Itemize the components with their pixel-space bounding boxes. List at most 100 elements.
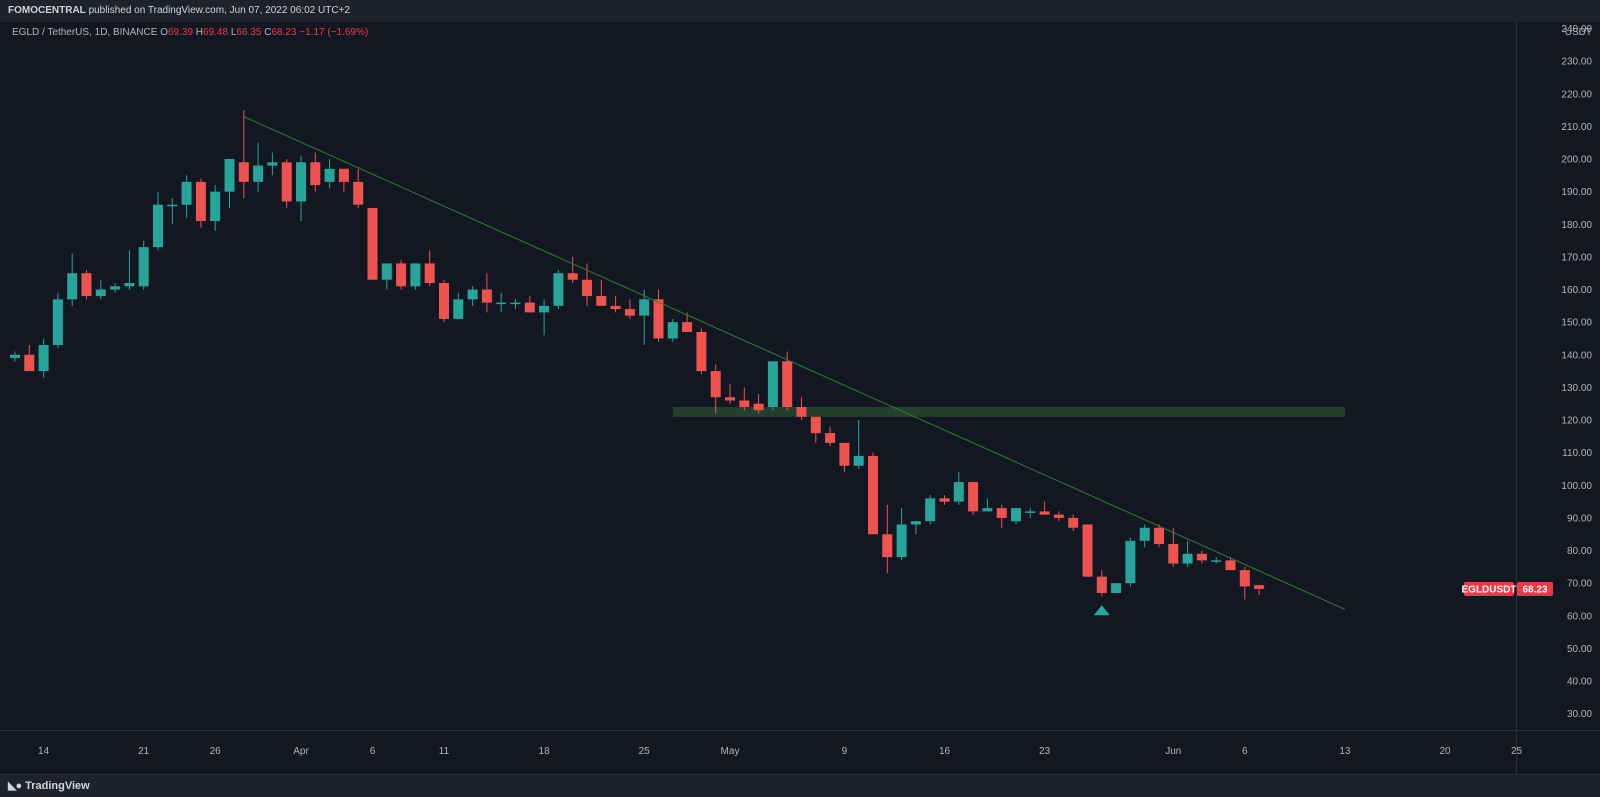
candle-body[interactable] <box>10 354 20 359</box>
candle-body[interactable] <box>624 309 635 316</box>
candle-body[interactable] <box>1239 570 1250 587</box>
price-tick-label: 130.00 <box>1561 383 1592 394</box>
candle-body[interactable] <box>210 191 221 222</box>
candle-body[interactable] <box>67 273 78 300</box>
candle-body[interactable] <box>296 162 306 202</box>
candle-body[interactable] <box>124 283 135 287</box>
candle-body[interactable] <box>524 302 535 313</box>
candle-body[interactable] <box>1139 527 1150 541</box>
candle-body[interactable] <box>1254 585 1265 589</box>
candle-body[interactable] <box>467 289 478 300</box>
candle-body[interactable] <box>253 165 264 182</box>
candle-body[interactable] <box>353 181 364 205</box>
candle-body[interactable] <box>868 455 878 535</box>
candle-body[interactable] <box>1154 527 1164 545</box>
candle-body[interactable] <box>510 302 521 305</box>
candle-body[interactable] <box>582 279 592 297</box>
candle-body[interactable] <box>710 371 721 398</box>
candle-body[interactable] <box>753 403 764 411</box>
candle-body[interactable] <box>138 247 149 287</box>
candle-body[interactable] <box>167 204 178 207</box>
candle-body[interactable] <box>1225 560 1236 571</box>
candle-body[interactable] <box>839 442 850 466</box>
candle-body[interactable] <box>367 207 378 280</box>
candle-body[interactable] <box>825 433 836 443</box>
candle-body[interactable] <box>52 299 63 346</box>
candle-body[interactable] <box>381 263 392 280</box>
candle-body[interactable] <box>882 534 893 558</box>
candle-body[interactable] <box>24 354 35 372</box>
candle-body[interactable] <box>95 289 106 297</box>
candle-body[interactable] <box>1125 540 1136 584</box>
price-tick-label: 160.00 <box>1561 285 1592 296</box>
candle-body[interactable] <box>38 345 49 372</box>
support-zone[interactable] <box>672 406 1345 417</box>
candle-body[interactable] <box>1025 511 1036 513</box>
candle-body[interactable] <box>910 521 921 525</box>
candle-body[interactable] <box>953 482 964 502</box>
candle-body[interactable] <box>1068 517 1079 528</box>
candle-body[interactable] <box>1096 576 1107 593</box>
price-tick-label: 180.00 <box>1561 220 1592 231</box>
candle-body[interactable] <box>853 455 864 466</box>
candle-body[interactable] <box>453 299 464 319</box>
candle-body[interactable] <box>153 204 163 248</box>
plot-area[interactable] <box>0 22 1516 730</box>
candle-body[interactable] <box>1168 544 1179 564</box>
candle-body[interactable] <box>968 482 979 512</box>
candle-body[interactable] <box>481 289 492 303</box>
candle-body[interactable] <box>81 273 92 297</box>
candle-body[interactable] <box>767 361 778 407</box>
candle-body[interactable] <box>996 508 1007 518</box>
candle-body[interactable] <box>338 168 349 182</box>
candle-body[interactable] <box>324 168 335 182</box>
candle-body[interactable] <box>110 286 121 290</box>
candle-body[interactable] <box>610 305 621 310</box>
candle-body[interactable] <box>410 263 421 287</box>
candle-body[interactable] <box>238 162 249 182</box>
candle-body[interactable] <box>796 406 807 417</box>
candle-body[interactable] <box>725 397 735 401</box>
candle-body[interactable] <box>810 416 821 434</box>
candle-body[interactable] <box>667 322 678 339</box>
candle-body[interactable] <box>267 162 278 166</box>
candle-body[interactable] <box>424 263 435 284</box>
candle-body[interactable] <box>639 299 650 316</box>
candle-body[interactable] <box>181 181 192 205</box>
ohlc-close: C68.23 <box>264 27 297 38</box>
candle-body[interactable] <box>739 400 750 407</box>
candle-body[interactable] <box>1111 583 1122 593</box>
candle-body[interactable] <box>696 331 707 372</box>
candle-body[interactable] <box>496 302 507 305</box>
candle-body[interactable] <box>1182 553 1193 564</box>
candle-body[interactable] <box>439 283 449 319</box>
candle-body[interactable] <box>396 263 407 287</box>
candle-body[interactable] <box>539 305 550 313</box>
time-axis-pane[interactable] <box>0 730 1600 774</box>
candle-body[interactable] <box>553 273 564 306</box>
candle-body[interactable] <box>896 524 907 558</box>
candle-body[interactable] <box>1011 508 1021 522</box>
tradingview-brand[interactable]: ◣● TradingView <box>8 779 90 792</box>
candle-body[interactable] <box>224 159 235 192</box>
candle-body[interactable] <box>1082 524 1093 577</box>
candle-body[interactable] <box>782 361 793 407</box>
tradingview-logo-icon: ◣● <box>8 780 22 792</box>
trendline[interactable] <box>243 116 1346 610</box>
candle-body[interactable] <box>682 322 693 332</box>
candle-body[interactable] <box>1053 514 1064 518</box>
candle-body[interactable] <box>567 273 578 280</box>
candle-body[interactable] <box>1039 511 1050 515</box>
candle-body[interactable] <box>310 162 321 186</box>
candle-body[interactable] <box>982 508 993 512</box>
candle-body[interactable] <box>596 296 607 306</box>
price-chart[interactable]: USDT 30.00 40.00 50.00 60.00 70.00 80.00 90.00 1… <box>0 22 1600 774</box>
candle-body[interactable] <box>925 498 936 522</box>
price-axis-pane[interactable] <box>1516 22 1600 730</box>
candle-body[interactable] <box>939 498 950 502</box>
candle-body[interactable] <box>1196 553 1207 561</box>
candle-body[interactable] <box>1211 560 1222 562</box>
candle-body[interactable] <box>281 162 292 202</box>
candle-body[interactable] <box>653 299 664 339</box>
candle-body[interactable] <box>195 181 206 222</box>
